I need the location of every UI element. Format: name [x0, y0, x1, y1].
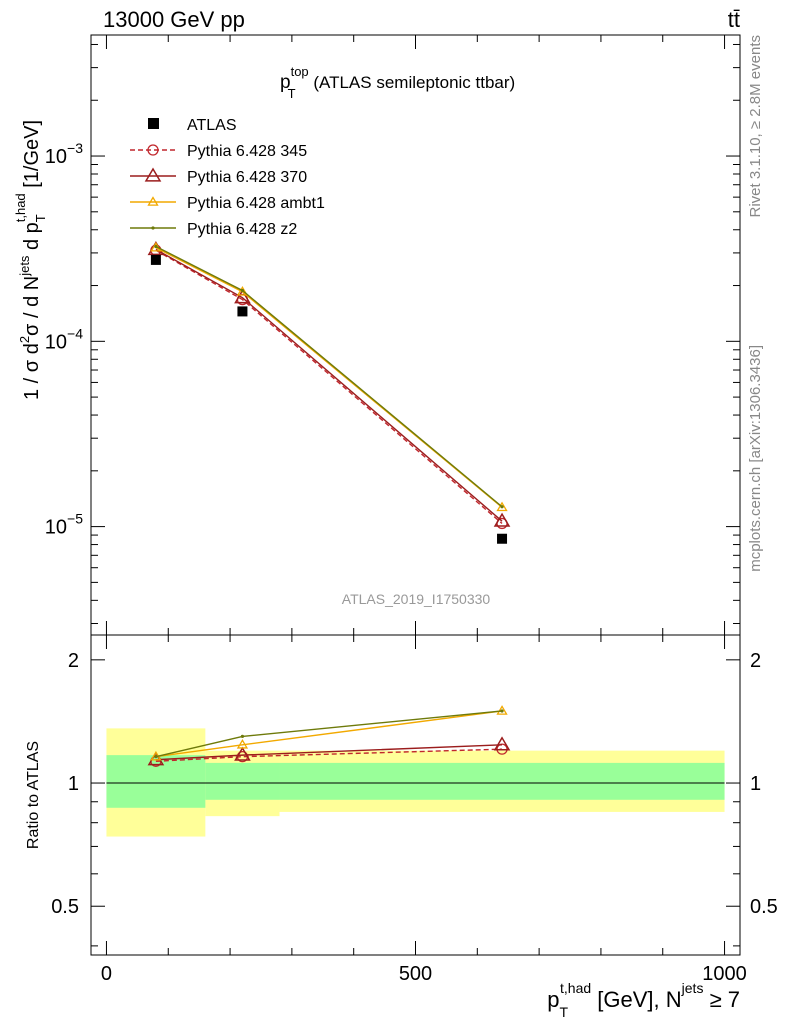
series-marker-3	[154, 244, 158, 249]
legend-atlas-marker	[148, 118, 159, 129]
y-axis-label: 1 / σ d2σ / d Njets d pTt,had [1/GeV]	[13, 120, 48, 400]
band-stat-bin	[205, 762, 280, 800]
mcplots-label: mcplots.cern.ch [arXiv:1306.3436]	[747, 345, 764, 572]
ratio-line-2	[155, 710, 503, 758]
ratio-tick-label: 1	[68, 773, 79, 795]
x-tick-label: 1000	[702, 963, 747, 985]
band-stat-bin	[106, 755, 206, 808]
ratio-marker-1	[493, 736, 511, 751]
ratio-tick-label-right: 2	[750, 650, 761, 672]
ratio-marker-3	[154, 755, 158, 759]
legend: ATLAS Pythia 6.428 345 Pythia 6.428 370 Pyt…	[130, 117, 325, 238]
header-left: 13000 GeV pp	[103, 7, 245, 32]
legend-label-1: Pythia 6.428 370	[187, 169, 307, 186]
ratio-marker-2	[236, 739, 249, 749]
band-stat-bin	[279, 762, 725, 800]
series-line-3	[155, 245, 503, 508]
header-right: tt̄	[728, 7, 740, 32]
axis-ticks	[91, 35, 740, 955]
ratio-tick-label: 2	[68, 650, 79, 672]
series-line-0	[155, 249, 503, 524]
series-marker-2	[236, 286, 249, 296]
main-series-group	[147, 241, 511, 530]
legend-label-0: Pythia 6.428 345	[187, 143, 307, 160]
y-tick-label: 10−3	[45, 140, 83, 168]
series-marker-1	[493, 512, 511, 527]
series-marker-3	[240, 288, 245, 293]
legend-marker-3	[151, 226, 155, 230]
ratio-line-1	[155, 744, 503, 761]
ratio-series-group	[147, 705, 511, 767]
series-line-1	[155, 248, 503, 522]
ratio-tick-label-right: 0.5	[750, 896, 778, 918]
analysis-watermark: ATLAS_2019_I1750330	[342, 591, 491, 607]
y-tick-label: 10−5	[45, 511, 83, 539]
series-line-2	[155, 247, 503, 508]
legend-marker-2	[147, 196, 159, 206]
legend-marker-1	[144, 167, 162, 182]
rivet-label: Rivet 3.1.10, ≥ 2.8M events	[747, 35, 764, 218]
x-axis-label: pTt,had [GeV], Njets ≥ 7	[547, 980, 740, 1020]
y-tick-label: 10−4	[45, 325, 83, 353]
plot-title: ptop T (ATLAS semileptonic ttbar)	[280, 64, 515, 101]
atlas-data-point	[497, 533, 508, 544]
ratio-line-0	[155, 748, 503, 763]
ratio-marker-2	[496, 705, 508, 715]
series-marker-1	[234, 289, 251, 304]
legend-label-2: Pythia 6.428 ambt1	[187, 195, 325, 212]
atlas-data-points	[150, 254, 508, 544]
axis-tick-labels: 0 500 1000 10−5 10−4 10−3 0.5 0.5 1 1 2 2	[45, 140, 778, 985]
ratio-marker-3	[500, 709, 504, 713]
x-tick-label: 0	[101, 963, 112, 985]
legend-label-3: Pythia 6.428 z2	[187, 221, 297, 238]
ratio-tick-label-right: 1	[750, 773, 761, 795]
ratio-axis-label: Ratio to ATLAS	[25, 741, 42, 849]
atlas-data-point	[150, 254, 161, 265]
series-marker-3	[500, 505, 504, 509]
atlas-data-point	[237, 306, 248, 317]
x-tick-label: 500	[399, 963, 432, 985]
ratio-marker-1	[234, 746, 251, 761]
ratio-tick-label: 0.5	[51, 896, 79, 918]
legend-atlas-label: ATLAS	[187, 117, 237, 134]
ratio-marker-3	[240, 734, 245, 739]
series-marker-2	[496, 501, 508, 512]
legend-marker-0	[147, 144, 159, 156]
